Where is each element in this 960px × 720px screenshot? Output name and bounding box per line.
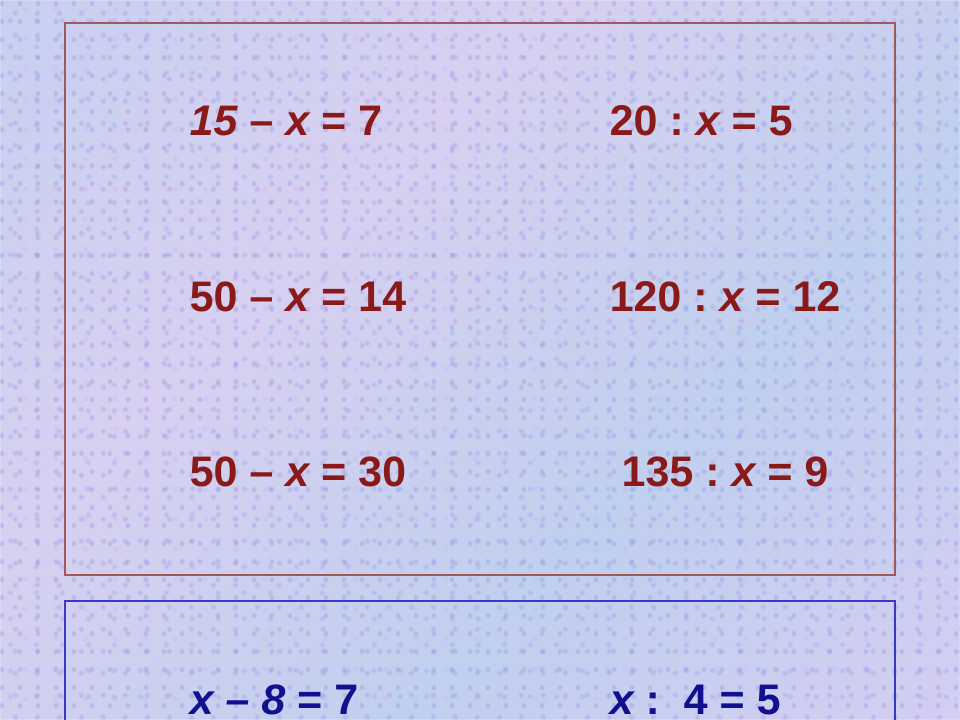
eq-lead: 50 (190, 448, 238, 496)
equation-left: 15 – x = 7 (94, 34, 514, 209)
eq-op: : (657, 97, 695, 145)
equation-row: 15 – x = 7 20 : x = 5 (94, 34, 866, 209)
eq-var: x (285, 97, 309, 145)
equation-left: 50 – x = 14 (94, 209, 514, 384)
eq-op: : (693, 448, 731, 496)
equation-right: x : 4 = 5 (514, 612, 781, 720)
eq-rest: = 7 (309, 97, 382, 145)
eq-lead: 120 (610, 273, 682, 321)
eq-var: x (732, 448, 756, 496)
eq-var: x (285, 448, 309, 496)
eq-op: – (214, 676, 262, 720)
eq-op: – (237, 273, 285, 321)
eq-rest: = 9 (755, 448, 828, 496)
eq-rest: = 7 (285, 676, 358, 720)
eq-op: – (237, 97, 285, 145)
eq-lead: 15 (190, 97, 238, 145)
equation-row: 50 – x = 30 135 : x = 9 (94, 385, 866, 560)
eq-var: x (610, 676, 634, 720)
equation-right: 135 : x = 9 (514, 385, 828, 560)
slide-content: 15 – x = 7 20 : x = 5 50 – x = 14 120 : … (0, 0, 960, 720)
eq-lead: 50 (190, 273, 238, 321)
eq-rest: = 12 (743, 273, 840, 321)
equation-row: 50 – x = 14 120 : x = 12 (94, 209, 866, 384)
eq-num: 4 (684, 676, 708, 720)
eq-lead: 135 (610, 448, 694, 496)
equation-left: 50 – x = 30 (94, 385, 514, 560)
eq-lead: 20 (610, 97, 658, 145)
eq-rest: = 30 (309, 448, 406, 496)
equation-row: x – 8 = 7 x : 4 = 5 (94, 612, 866, 720)
eq-var: x (720, 273, 744, 321)
eq-var: x (190, 676, 214, 720)
equation-right: 20 : x = 5 (514, 34, 792, 209)
eq-rest: = 14 (309, 273, 406, 321)
eq-op: : (634, 676, 684, 720)
eq-rest: = 5 (720, 97, 793, 145)
eq-rest: = 5 (708, 676, 781, 720)
eq-op: : (681, 273, 719, 321)
eq-op: – (237, 448, 285, 496)
equation-box-2: x – 8 = 7 x : 4 = 5 x – 36 = 14 x : 10 =… (64, 600, 896, 720)
eq-num: 8 (261, 676, 285, 720)
eq-var: x (696, 97, 720, 145)
equation-left: x – 8 = 7 (94, 612, 514, 720)
eq-var: x (285, 273, 309, 321)
equation-box-1: 15 – x = 7 20 : x = 5 50 – x = 14 120 : … (64, 22, 896, 576)
equation-right: 120 : x = 12 (514, 209, 840, 384)
